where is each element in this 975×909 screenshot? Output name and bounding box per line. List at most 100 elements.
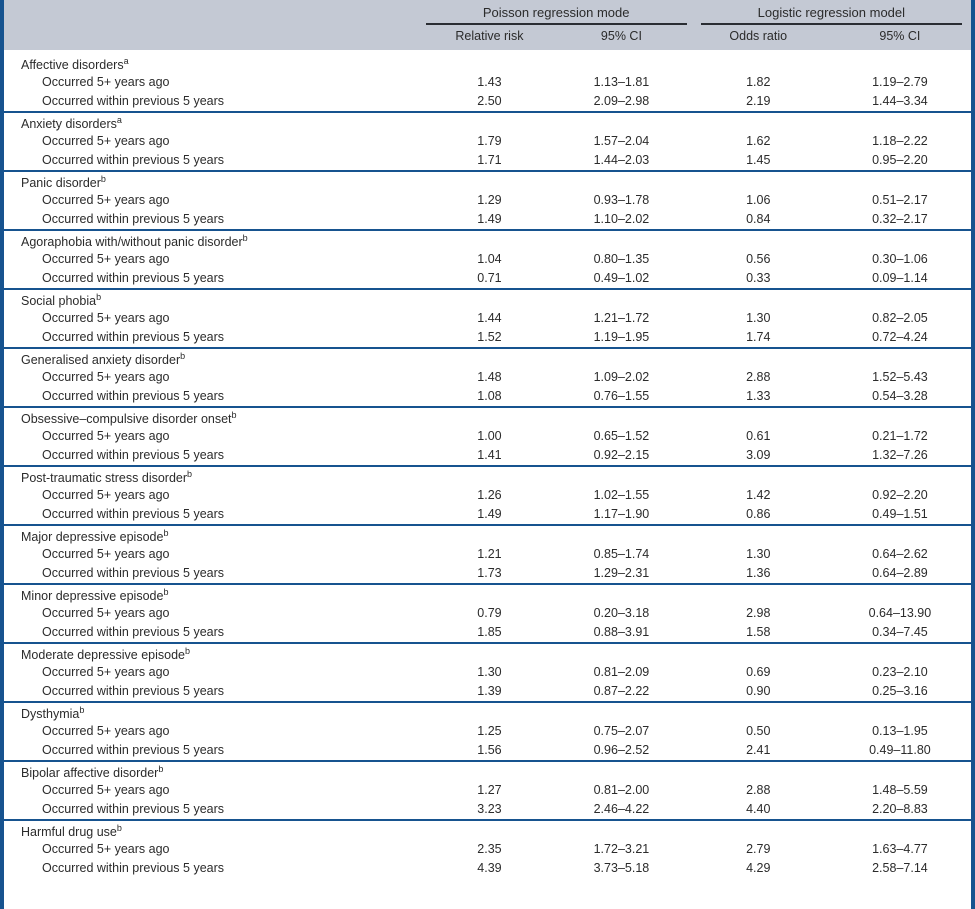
row-label: Occurred 5+ years ago: [42, 606, 170, 620]
table-row: Occurred 5+ years ago 0.79 0.20–3.18 2.9…: [4, 604, 971, 623]
column-header-ci-poisson: 95% CI: [555, 25, 688, 50]
value-cell: 1.27: [477, 783, 502, 797]
section-name: Anxiety disorders: [21, 117, 117, 131]
value-cell: 0.23–2.10: [872, 665, 928, 679]
section-name: Harmful drug use: [21, 825, 117, 839]
row-label: Occurred 5+ years ago: [42, 547, 170, 561]
section-name: Generalised anxiety disorder: [21, 353, 181, 367]
value-cell: 1.08: [477, 389, 502, 403]
value-cell: 2.20–8.83: [872, 802, 928, 816]
section-title-cell: Anxiety disordersa: [4, 111, 971, 132]
value-cell: 1.42: [746, 488, 771, 502]
section-name: Panic disorder: [21, 176, 101, 190]
row-label: Occurred within previous 5 years: [42, 625, 225, 639]
value-cell: 0.49–1.51: [872, 507, 928, 521]
table-row: Occurred 5+ years ago 2.35 1.72–3.21 2.7…: [4, 840, 971, 859]
value-cell: 1.25: [477, 724, 502, 738]
value-cell: 2.09–2.98: [593, 94, 650, 108]
value-cell: 1.29–2.31: [593, 566, 650, 580]
column-header-ci-logistic: 95% CI: [828, 25, 971, 50]
table-row: Occurred within previous 5 years 1.56 0.…: [4, 741, 971, 761]
section-title-row: Moderate depressive episodeb: [4, 642, 971, 663]
row-label: Occurred within previous 5 years: [42, 389, 225, 403]
table-row: Occurred 5+ years ago 1.79 1.57–2.04 1.6…: [4, 132, 971, 151]
value-cell: 0.92–2.20: [872, 488, 928, 502]
section-footnote-marker: b: [187, 468, 193, 479]
table-row: Occurred within previous 5 years 2.50 2.…: [4, 92, 971, 112]
value-cell: 0.33: [746, 271, 771, 285]
row-label: Occurred 5+ years ago: [42, 783, 170, 797]
section-title-cell: Bipolar affective disorderb: [4, 760, 971, 781]
value-cell: 1.71: [477, 153, 502, 167]
value-cell: 1.26: [477, 488, 502, 502]
row-label: Occurred 5+ years ago: [42, 252, 170, 266]
value-cell: 0.81–2.09: [593, 665, 650, 679]
value-cell: 0.13–1.95: [872, 724, 928, 738]
row-label: Occurred within previous 5 years: [42, 94, 225, 108]
row-label: Occurred within previous 5 years: [42, 448, 225, 462]
table-row: Occurred within previous 5 years 1.49 1.…: [4, 210, 971, 230]
section-title-row: Panic disorderb: [4, 170, 971, 191]
value-cell: 0.25–3.16: [872, 684, 928, 698]
row-label: Occurred 5+ years ago: [42, 724, 170, 738]
section-name: Minor depressive episode: [21, 589, 164, 603]
value-cell: 0.20–3.18: [593, 606, 650, 620]
section-name: Moderate depressive episode: [21, 648, 185, 662]
row-label: Occurred within previous 5 years: [42, 153, 225, 167]
value-cell: 0.51–2.17: [872, 193, 928, 207]
value-cell: 1.58: [746, 625, 771, 639]
value-cell: 1.04: [477, 252, 502, 266]
row-label: Occurred within previous 5 years: [42, 861, 225, 875]
row-label: Occurred 5+ years ago: [42, 842, 170, 856]
value-cell: 1.56: [477, 743, 502, 757]
section-name: Bipolar affective disorder: [21, 766, 159, 780]
table-row: Occurred 5+ years ago 1.21 0.85–1.74 1.3…: [4, 545, 971, 564]
section-footnote-marker: b: [180, 350, 186, 361]
value-cell: 0.09–1.14: [872, 271, 928, 285]
row-label: Occurred 5+ years ago: [42, 75, 170, 89]
value-cell: 0.86: [746, 507, 771, 521]
table-row: Occurred within previous 5 years 1.08 0.…: [4, 387, 971, 407]
section-footnote-marker: b: [185, 645, 191, 656]
section-footnote-marker: b: [163, 527, 169, 538]
value-cell: 4.29: [746, 861, 771, 875]
value-cell: 0.69: [746, 665, 771, 679]
section-name: Obsessive–compulsive disorder onset: [21, 412, 232, 426]
value-cell: 0.49–11.80: [869, 743, 931, 757]
value-cell: 0.34–7.45: [872, 625, 928, 639]
table-header: Poisson regression mode Logistic regress…: [4, 0, 971, 50]
value-cell: 1.44: [477, 311, 502, 325]
row-label: Occurred 5+ years ago: [42, 488, 170, 502]
value-cell: 1.85: [477, 625, 502, 639]
value-cell: 2.50: [477, 94, 502, 108]
value-cell: 1.30: [746, 311, 771, 325]
section-title-row: Affective disordersa: [4, 50, 971, 73]
value-cell: 0.56: [746, 252, 771, 266]
section-title-row: Bipolar affective disorderb: [4, 760, 971, 781]
value-cell: 2.41: [746, 743, 771, 757]
value-cell: 0.65–1.52: [593, 429, 650, 443]
value-cell: 2.79: [746, 842, 771, 856]
value-cell: 1.13–1.81: [593, 75, 650, 89]
value-cell: 1.00: [477, 429, 502, 443]
value-cell: 0.72–4.24: [872, 330, 928, 344]
section-title-row: Major depressive episodeb: [4, 524, 971, 545]
value-cell: 2.88: [746, 783, 771, 797]
group-header-poisson-cell: Poisson regression mode: [423, 0, 688, 25]
column-header-odds-ratio: Odds ratio: [687, 25, 829, 50]
table-row: Occurred within previous 5 years 4.39 3.…: [4, 859, 971, 878]
value-cell: 0.85–1.74: [593, 547, 650, 561]
value-cell: 1.44–3.34: [872, 94, 928, 108]
value-cell: 0.32–2.17: [872, 212, 928, 226]
value-cell: 1.10–2.02: [593, 212, 650, 226]
value-cell: 2.98: [746, 606, 771, 620]
value-cell: 1.30: [746, 547, 771, 561]
table-row: Occurred 5+ years ago 1.04 0.80–1.35 0.5…: [4, 250, 971, 269]
section-title-cell: Minor depressive episodeb: [4, 583, 971, 604]
section-title-row: Post-traumatic stress disorderb: [4, 465, 971, 486]
value-cell: 1.43: [477, 75, 502, 89]
value-cell: 1.52–5.43: [872, 370, 928, 384]
section-footnote-marker: a: [116, 114, 122, 125]
value-cell: 2.19: [746, 94, 771, 108]
